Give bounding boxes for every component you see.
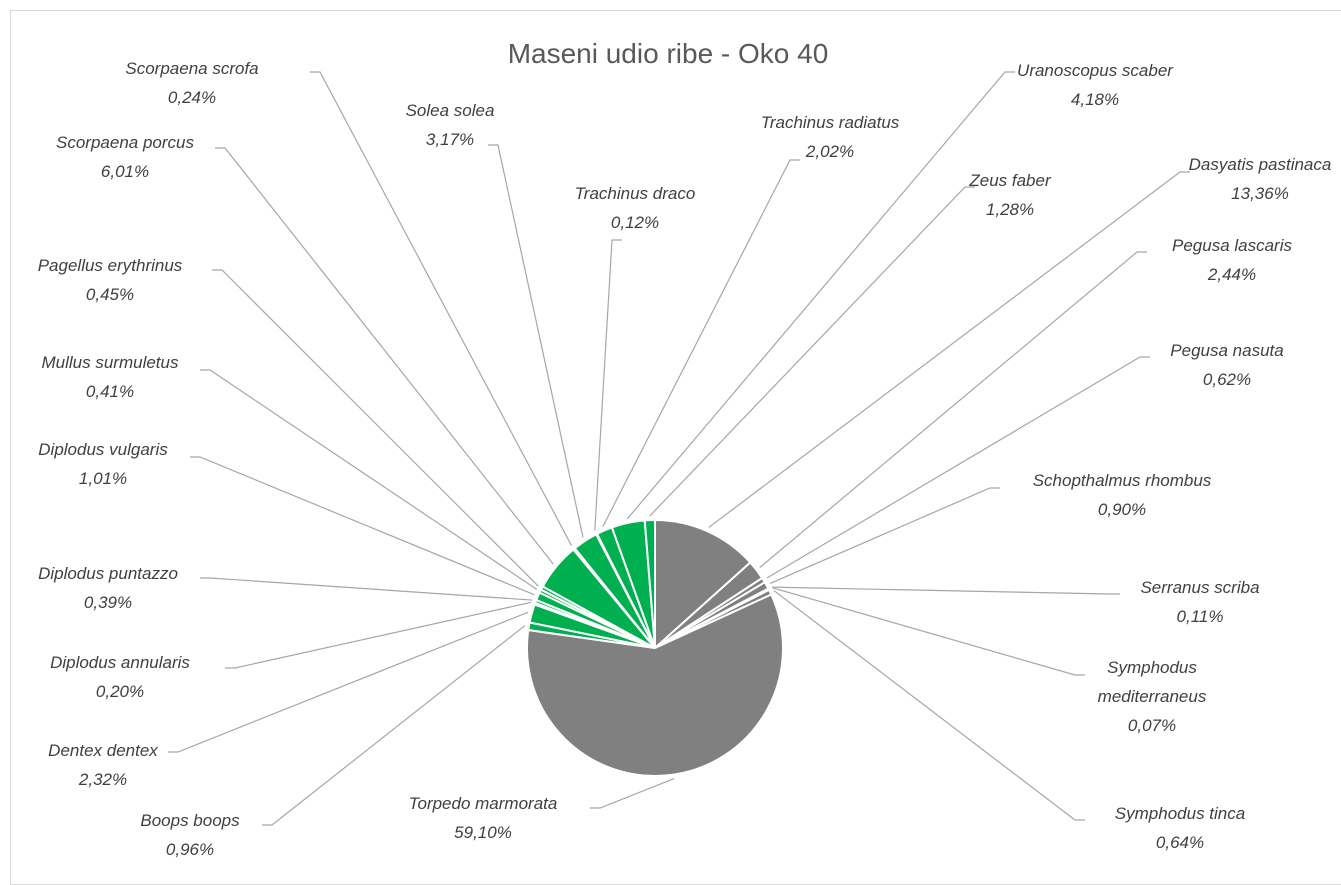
leader-line [649, 186, 975, 517]
chart-title: Maseni udio ribe - Oko 40 [507, 38, 829, 69]
label-name: Diplodus vulgaris [38, 440, 168, 459]
data-label: Schopthalmus rhombus 0,90% [1033, 466, 1212, 524]
leader-line [772, 586, 1120, 595]
leader-line [708, 171, 1190, 528]
label-value: 6,01% [100, 162, 150, 181]
data-label: Dentex dentex 2,32% [48, 736, 158, 794]
label-value: 0,45% [85, 285, 135, 304]
label-name: Symphodus tinca [1114, 804, 1246, 823]
label-value: 4,18% [1070, 90, 1120, 109]
data-label: Trachinus radiatus 2,02% [761, 108, 900, 166]
label-name: Serranus scriba [1140, 578, 1260, 597]
label-name: Dentex dentex [48, 741, 158, 760]
leader-line [602, 159, 800, 528]
data-label: Boops boops 0,96% [140, 806, 239, 864]
label-name: Torpedo marmorata [408, 794, 558, 813]
label-name: Solea solea [405, 101, 495, 120]
data-label: Trachinus draco 0,12% [575, 179, 696, 237]
leader-line [594, 239, 622, 531]
label-value: 0,90% [1097, 500, 1147, 519]
leader-line [488, 144, 584, 538]
pie-slice [643, 518, 656, 649]
data-label: Solea solea 3,17% [406, 96, 495, 154]
data-label: Serranus scriba 0,11% [1140, 573, 1259, 631]
label-value: 1,28% [985, 200, 1035, 219]
label-value: 0,12% [610, 213, 660, 232]
label-name: Pegusa lascaris [1171, 236, 1293, 255]
label-value: 0,96% [165, 840, 215, 859]
data-label: Scorpaena scrofa 0,24% [125, 54, 258, 112]
label-value: 0,62% [1202, 370, 1252, 389]
leader-line [772, 587, 1085, 676]
data-label: Dasyatis pastinaca 13,36% [1189, 150, 1332, 208]
label-name: Trachinus draco [574, 184, 696, 203]
label-value: 0,11% [1176, 607, 1224, 626]
label-value: 2,32% [78, 770, 128, 789]
label-value: 2,44% [1207, 265, 1257, 284]
label-value: 0,24% [167, 88, 217, 107]
data-label: Diplodus puntazzo 0,39% [38, 559, 178, 617]
data-label: Mullus surmuletus 0,41% [42, 348, 179, 406]
data-label: Diplodus vulgaris 1,01% [38, 435, 167, 493]
label-name: Scorpaena scrofa [125, 59, 259, 78]
leader-line [626, 71, 1015, 520]
data-label: Zeus faber 1,28% [969, 166, 1050, 224]
label-value: 13,36% [1231, 184, 1289, 203]
leader-line [190, 456, 535, 596]
label-name: Trachinus radiatus [760, 113, 900, 132]
label-name: Scorpaena porcus [56, 133, 194, 152]
leader-line [168, 611, 529, 753]
label-value: 59,10% [454, 823, 512, 842]
leader-line [200, 369, 538, 590]
label-value: 0,07% [1127, 716, 1177, 735]
label-value: 0,20% [95, 682, 145, 701]
leader-line [759, 251, 1147, 569]
data-label: Scorpaena porcus 6,01% [56, 128, 194, 186]
data-label: Pegusa lascaris 2,44% [1172, 231, 1292, 289]
label-value: 2,02% [805, 142, 855, 161]
label-name: Diplodus annularis [50, 653, 190, 672]
label-name: Zeus faber [969, 171, 1051, 190]
leader-line [225, 601, 532, 669]
pie-slice [654, 518, 752, 651]
data-label: Symphodus tinca 0,64% [1115, 799, 1245, 857]
leader-line [590, 778, 675, 809]
leader-line [200, 577, 533, 601]
label-name: Pegusa nasuta [1170, 341, 1284, 360]
label-name: Symphodus mediterraneus [1097, 658, 1207, 706]
data-label: Pegusa nasuta 0,62% [1170, 336, 1283, 394]
data-label: Pagellus erythrinus 0,45% [38, 251, 183, 309]
label-name: Mullus surmuletus [41, 353, 179, 372]
label-name: Uranoscopus scaber [1017, 61, 1173, 80]
leader-line [212, 269, 539, 587]
label-name: Dasyatis pastinaca [1188, 155, 1332, 174]
data-label: Diplodus annularis 0,20% [50, 648, 190, 706]
data-label: Symphodus mediterraneus 0,07% [1077, 653, 1227, 740]
leader-line [773, 589, 1085, 821]
label-name: Schopthalmus rhombus [1032, 471, 1212, 490]
label-name: Diplodus puntazzo [38, 564, 178, 583]
label-value: 0,41% [85, 382, 135, 401]
label-value: 0,39% [83, 593, 133, 612]
label-value: 1,01% [78, 469, 128, 488]
leader-line [769, 487, 1000, 585]
label-value: 3,17% [425, 130, 475, 149]
leader-line [310, 71, 573, 546]
label-name: Boops boops [140, 811, 240, 830]
leader-line [215, 147, 554, 565]
leader-line [262, 625, 526, 826]
leader-line [766, 356, 1150, 579]
data-label: Uranoscopus scaber 4,18% [1017, 56, 1173, 114]
label-value: 0,64% [1155, 833, 1205, 852]
data-label: Torpedo marmorata 59,10% [409, 789, 558, 847]
label-name: Pagellus erythrinus [37, 256, 183, 275]
